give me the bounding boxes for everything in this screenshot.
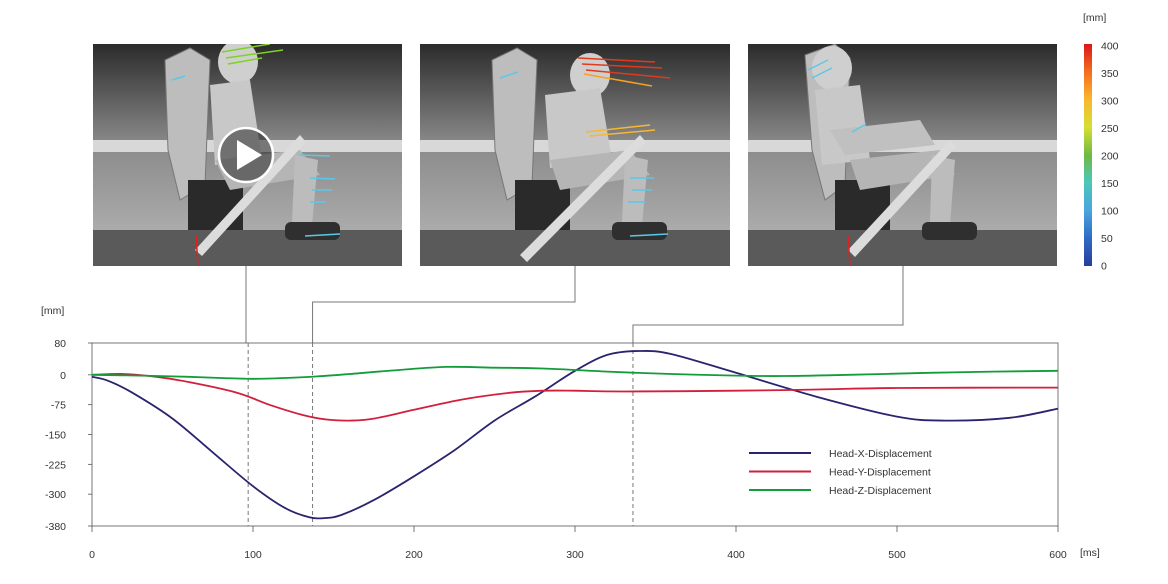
- frame-connector: [632, 266, 904, 343]
- colorbar-tick-label: 150: [1101, 178, 1119, 190]
- y-tick-label: -225: [45, 459, 66, 471]
- y-axis: 80 0 -75 -150 -225 -300 -380: [45, 338, 92, 533]
- y-tick-label: 0: [60, 370, 66, 382]
- x-axis: 0 100 200 300 400 500 600: [89, 526, 1067, 561]
- legend-label: Head-X-Displacement: [829, 448, 932, 460]
- video-frame-3[interactable]: [748, 44, 1057, 266]
- legend-label: Head-Z-Displacement: [829, 485, 931, 497]
- colorbar-tick-label: 250: [1101, 123, 1119, 135]
- x-tick-label: 200: [405, 549, 423, 561]
- series-lines: [91, 349, 1059, 520]
- play-button[interactable]: [217, 126, 275, 184]
- video-frame-1[interactable]: [93, 40, 402, 266]
- plot-area: [mm] [ms] 0 100 200 300 400 500 600 80 0 -75 -150…: [41, 305, 1100, 561]
- x-tick-label: 400: [727, 549, 745, 561]
- legend: Head-X-Displacement Head-Y-Displacement He…: [749, 448, 932, 497]
- colorbar-tick-label: 300: [1101, 96, 1119, 108]
- colorbar-tick-label: 400: [1101, 41, 1119, 53]
- colorbar-tick-label: 50: [1101, 233, 1113, 245]
- y-tick-label: -150: [45, 430, 66, 442]
- frame-connectors: [245, 266, 904, 343]
- y-tick-label: 80: [54, 338, 66, 350]
- y-tick-label: -300: [45, 489, 66, 501]
- frame-connector: [312, 266, 576, 343]
- colorbar-tick-label: 350: [1101, 68, 1119, 80]
- colorbar-tick-label: 200: [1101, 151, 1119, 163]
- legend-label: Head-Y-Displacement: [829, 467, 931, 479]
- y-tick-label: -75: [51, 400, 66, 412]
- series-line-head-y-displacement: [91, 373, 1059, 422]
- colorbar-unit: [mm]: [1083, 12, 1106, 24]
- x-axis-label: [ms]: [1080, 547, 1100, 559]
- x-tick-label: 100: [244, 549, 262, 561]
- colorbar-gradient: [1084, 44, 1092, 266]
- x-tick-label: 600: [1049, 549, 1067, 561]
- colorbar-tick-label: 100: [1101, 206, 1119, 218]
- video-frames: [93, 40, 1057, 266]
- colorbar: [mm] 400 350 300 250 200 150 100 50 0: [1083, 12, 1119, 273]
- x-tick-label: 300: [566, 549, 584, 561]
- series-line-head-z-displacement: [91, 365, 1059, 380]
- colorbar-tick-label: 0: [1101, 261, 1107, 273]
- y-tick-label: -380: [45, 521, 66, 533]
- y-axis-label: [mm]: [41, 305, 64, 317]
- video-frame-2[interactable]: [420, 44, 730, 266]
- series-line-head-x-displacement: [91, 349, 1059, 520]
- play-icon: [237, 140, 262, 170]
- x-tick-label: 0: [89, 549, 95, 561]
- x-tick-label: 500: [888, 549, 906, 561]
